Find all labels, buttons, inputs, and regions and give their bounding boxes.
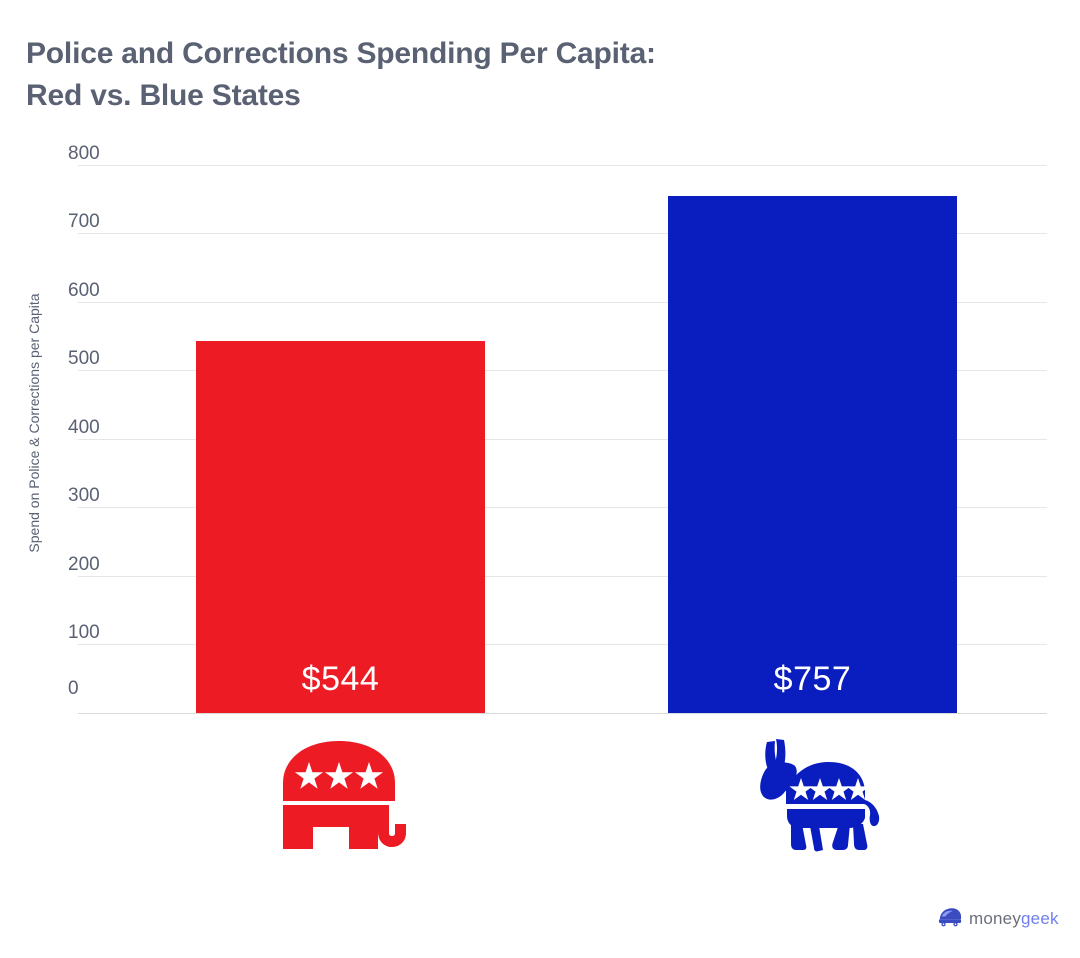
bar-blue-states[interactable]: $757	[668, 196, 957, 713]
republican-elephant-icon	[277, 739, 417, 851]
gridline-200	[78, 576, 1047, 577]
gridline-400	[78, 439, 1047, 440]
y-axis-title: Spend on Police & Corrections per Capita	[26, 293, 42, 553]
bar-value-label-red: $544	[301, 660, 380, 698]
brand-logo[interactable]: moneygeek	[938, 906, 1059, 932]
gridline-800	[78, 165, 1047, 166]
moneygeek-logo-icon	[938, 906, 962, 932]
brand-wordmark: moneygeek	[969, 909, 1059, 929]
gridline-300	[78, 507, 1047, 508]
bar-value-label-blue: $757	[773, 660, 852, 698]
gridline-0	[78, 713, 1047, 714]
gridline-100	[78, 644, 1047, 645]
chart-title: Police and Corrections Spending Per Capi…	[26, 37, 656, 112]
gridline-500	[78, 370, 1047, 371]
democrat-donkey-icon	[753, 738, 887, 853]
brand-word-geek: geek	[1021, 909, 1059, 928]
bar-red-states[interactable]: $544	[196, 341, 485, 713]
brand-word-money: money	[969, 909, 1022, 928]
gridline-600	[78, 302, 1047, 303]
gridline-700	[78, 233, 1047, 234]
